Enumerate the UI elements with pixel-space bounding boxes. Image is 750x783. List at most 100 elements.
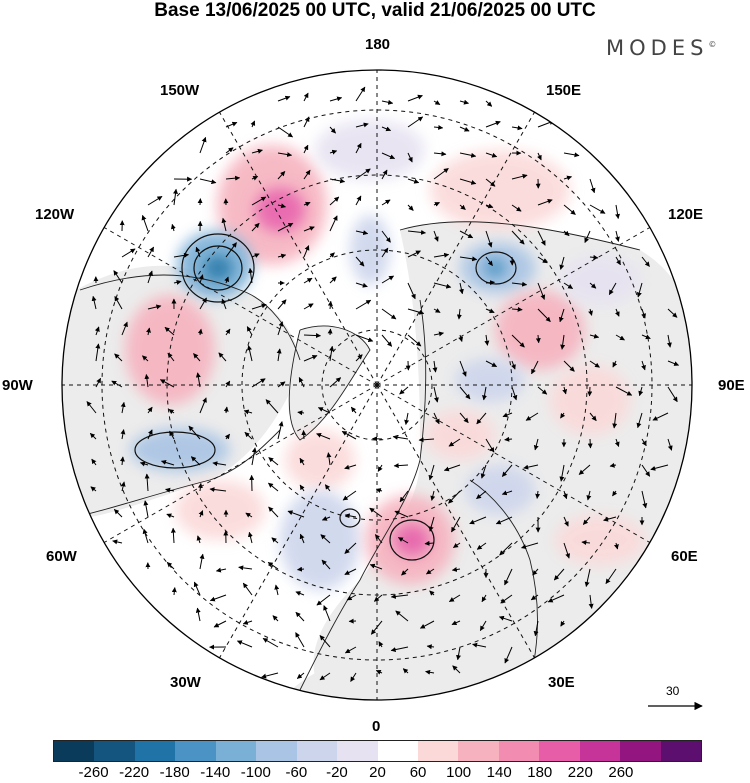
wind-arrow <box>303 169 311 180</box>
wind-arrow <box>244 431 253 440</box>
wind-arrow <box>213 620 227 628</box>
wind-arrow <box>159 379 175 388</box>
wind-arrow <box>381 334 393 347</box>
wind-arrow <box>224 433 231 440</box>
wind-arrow <box>563 175 572 181</box>
wind-arrow <box>381 308 397 320</box>
anomaly-patch <box>394 524 430 556</box>
wind-arrow <box>615 256 621 266</box>
wind-arrow <box>327 328 333 336</box>
wind-arrow <box>381 126 392 132</box>
wind-arrow <box>236 640 253 648</box>
lon-label-150e: 150E <box>546 82 582 99</box>
wind-arrow <box>193 353 201 362</box>
wind-arrow <box>277 421 284 440</box>
lon-label-0: 0 <box>372 718 381 735</box>
wind-arrow <box>319 635 331 648</box>
wind-arrow <box>401 568 409 576</box>
wind-arrow <box>614 438 620 447</box>
colorbar-cell <box>579 741 621 761</box>
colorbar-tick-label: 180 <box>527 764 553 781</box>
wind-arrow <box>323 605 331 622</box>
wind-arrow <box>247 531 253 544</box>
colorbar <box>53 740 702 762</box>
wind-arrow <box>433 100 441 106</box>
colorbar-cell <box>660 741 701 761</box>
wind-arrow <box>319 672 331 681</box>
anomaly-patch <box>315 120 425 180</box>
wind-arrow <box>317 407 331 414</box>
wind-arrow <box>329 215 338 232</box>
wind-arrow <box>459 230 474 239</box>
wind-arrow <box>641 490 648 509</box>
wind-arrow <box>277 126 294 138</box>
contour <box>339 508 361 528</box>
wind-arrow <box>667 308 678 318</box>
wind-arrow <box>168 408 175 415</box>
wind-arrow <box>407 94 423 102</box>
wind-arrow <box>581 540 591 546</box>
wind-arrow <box>615 334 625 341</box>
wind-arrow <box>355 168 371 180</box>
colorbar-tick-label: 20 <box>369 764 386 781</box>
wind-arrow <box>456 646 461 661</box>
wind-arrow <box>485 178 496 187</box>
anomaly-patch <box>455 358 525 402</box>
wind-arrow <box>223 406 229 414</box>
contour <box>181 233 255 303</box>
wind-arrow <box>511 173 528 180</box>
wind-arrow <box>297 410 305 416</box>
wind-arrow <box>525 412 539 421</box>
wind-arrow <box>301 430 307 440</box>
colorbar-cell <box>620 741 661 761</box>
wind-arrow <box>424 540 435 546</box>
wind-arrow <box>588 594 594 609</box>
colorbar-tick-label: 220 <box>567 764 593 781</box>
wind-arrow <box>143 500 149 518</box>
wind-arrow <box>511 306 523 312</box>
wind-arrow <box>303 144 309 154</box>
anomaly-patch <box>130 428 230 472</box>
anomaly-patch <box>125 295 215 405</box>
wind-arrow <box>407 229 426 235</box>
wind-arrow <box>375 670 383 675</box>
wind-arrow <box>586 490 592 501</box>
wind-arrow <box>459 412 469 424</box>
wind-arrow <box>199 297 207 310</box>
wind-arrow <box>91 458 97 466</box>
wind-arrow <box>188 425 201 440</box>
wind-arrow <box>666 334 672 348</box>
wind-arrow <box>589 282 597 289</box>
wind-arrow <box>169 430 175 440</box>
greenland-land <box>288 326 370 440</box>
wind-arrow <box>147 304 162 310</box>
wind-arrow <box>195 246 201 258</box>
wind-arrow <box>274 584 280 596</box>
wind-arrow <box>215 567 227 573</box>
lon-label-120w: 120W <box>35 206 75 223</box>
wind-arrow <box>277 222 294 232</box>
wind-arrow <box>511 204 522 212</box>
wind-arrow <box>173 252 189 258</box>
wind-arrow <box>161 460 175 466</box>
colorbar-cell <box>377 741 418 761</box>
anomaly-patch <box>175 480 265 540</box>
wind-arrow <box>295 632 305 648</box>
wind-arrow <box>448 594 461 603</box>
wind-arrow <box>373 594 383 602</box>
wind-arrow <box>147 429 153 440</box>
wind-arrow <box>381 152 396 160</box>
wind-arrow <box>261 672 279 679</box>
modes-logo: MODES© <box>606 36 716 60</box>
wind-arrow <box>459 360 467 377</box>
colorbar-cell <box>417 741 459 761</box>
wind-arrow <box>459 386 471 400</box>
wind-arrow <box>355 334 374 342</box>
wind-arrow <box>433 252 450 258</box>
wind-arrow <box>587 386 593 397</box>
reference-vector-label: 30 <box>666 684 680 698</box>
wind-arrow <box>303 226 315 232</box>
colorbar-tick-label: -20 <box>326 764 348 781</box>
colorbar-cell <box>215 741 257 761</box>
colorbar-tick-label: 100 <box>446 764 472 781</box>
